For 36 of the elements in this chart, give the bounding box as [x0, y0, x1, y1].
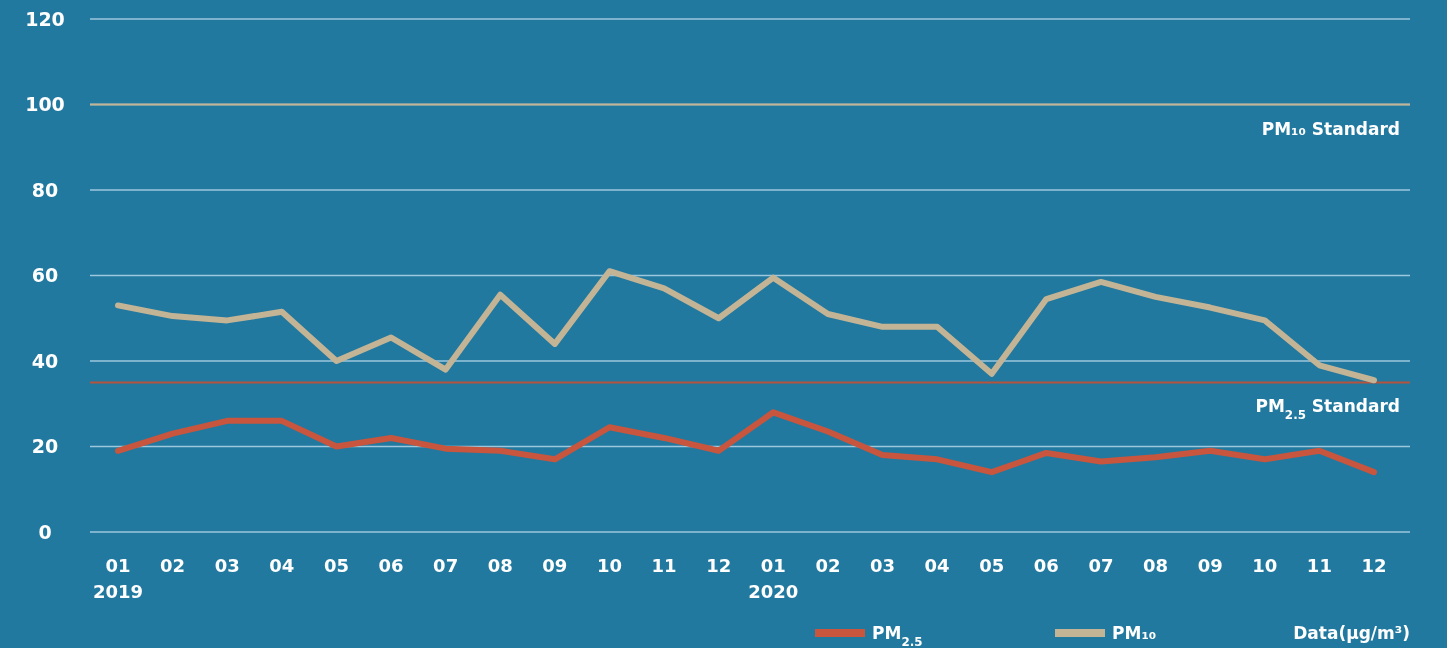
legend-label: PM$_{2.5}$	[872, 623, 923, 648]
y-tick-label: 20	[31, 435, 59, 458]
x-tick-label: 07	[433, 555, 459, 576]
x-tick-label: 01 2019	[92, 555, 144, 602]
x-tick-label: 09	[542, 555, 568, 576]
y-tick-label: 40	[31, 349, 59, 372]
x-tick-label: 09	[1197, 555, 1223, 576]
x-tick-label: 04	[269, 555, 295, 576]
x-tick-label: 12	[1361, 555, 1387, 576]
text: Data(μg/m³)	[1293, 623, 1410, 643]
x-tick-label: 03	[869, 555, 896, 576]
x-tick-label: 05	[979, 555, 1005, 576]
x-tick-label: 11	[651, 555, 677, 576]
y-tick-label: 60	[31, 264, 59, 287]
x-tick-label: 02	[815, 555, 841, 576]
ref-line-label: PM$_{2.5}$ Standard	[1255, 396, 1400, 423]
x-tick-label: 07	[1088, 555, 1114, 576]
ref-line-label: PM₁₀ Standard	[1261, 118, 1400, 139]
x-tick-label: 04	[924, 555, 950, 576]
x-tick-label: 10	[1252, 555, 1278, 576]
x-tick-label: 08	[1143, 555, 1169, 576]
x-tick-label: 10	[596, 555, 623, 576]
x-tick-label: 02	[160, 555, 186, 576]
legend-label: PM₁₀	[1112, 623, 1157, 643]
y-tick-label: 120	[25, 7, 65, 30]
x-tick-label: 05	[323, 555, 349, 576]
x-tick-label: 03	[214, 555, 240, 576]
x-tick-label: 01 2020	[748, 555, 799, 602]
x-tick-label: 11	[1306, 555, 1332, 576]
y-tick-label: 0	[38, 520, 52, 543]
x-tick-label: 06	[1033, 555, 1059, 576]
x-tick-label: 08	[487, 555, 513, 576]
x-tick-label: 06	[378, 555, 404, 576]
y-tick-label: 80	[31, 178, 59, 201]
y-tick-label: 100	[25, 93, 65, 116]
x-tick-label: 12	[706, 555, 732, 576]
